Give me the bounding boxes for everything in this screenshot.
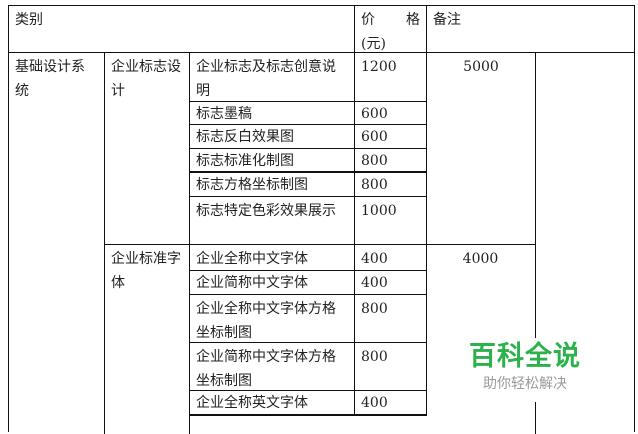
watermark-logo: 百科全说 助你轻松解决 [445,338,605,402]
item-price: 800 [354,172,427,197]
item-name: 企业全称英文字体 [189,390,355,416]
item-name: 标志特定色彩效果展示 [189,196,355,245]
item-name: 标志墨稿 [189,101,355,125]
item-name: 企业全称中文字体 [189,244,355,271]
item-price: 600 [354,101,427,125]
item-name: 企业标志及标志创意说明 [189,52,355,102]
watermark-title: 百科全说 [469,341,581,372]
item-name: 标志反白效果图 [189,124,355,149]
group-name: 企业标志设计 [104,52,190,245]
item-price: 400 [354,390,427,416]
header-note: 备注 [426,5,635,53]
group-name: 企业标准字体 [104,244,190,434]
note-cell [535,52,635,432]
item-price: 400 [354,244,427,271]
header-price-char: 价 [361,12,375,28]
group-total: 5000 [426,52,536,245]
item-price: 1000 [354,196,427,245]
item-price: 800 [354,294,427,343]
item-name: 标志标准化制图 [189,148,355,173]
header-category: 类别 [8,5,355,53]
item-price: 800 [354,148,427,173]
item-name: 标志方格坐标制图 [189,172,355,197]
watermark-subtitle: 助你轻松解决 [483,376,567,392]
item-price: 600 [354,124,427,149]
item-name: 企业简称中文字体方格坐标制图 [189,342,355,391]
item-price: 1200 [354,52,427,102]
header-price: 价 格 (元) [354,5,427,53]
header-price-char: 格 [406,12,420,28]
item-name: 企业简称中文字体 [189,270,355,295]
header-price-unit: (元) [361,36,386,52]
item-price: 800 [354,342,427,391]
level1-category: 基础设计系统 [8,52,105,432]
item-price: 400 [354,270,427,295]
item-name: 企业全称中文字体方格坐标制图 [189,294,355,343]
